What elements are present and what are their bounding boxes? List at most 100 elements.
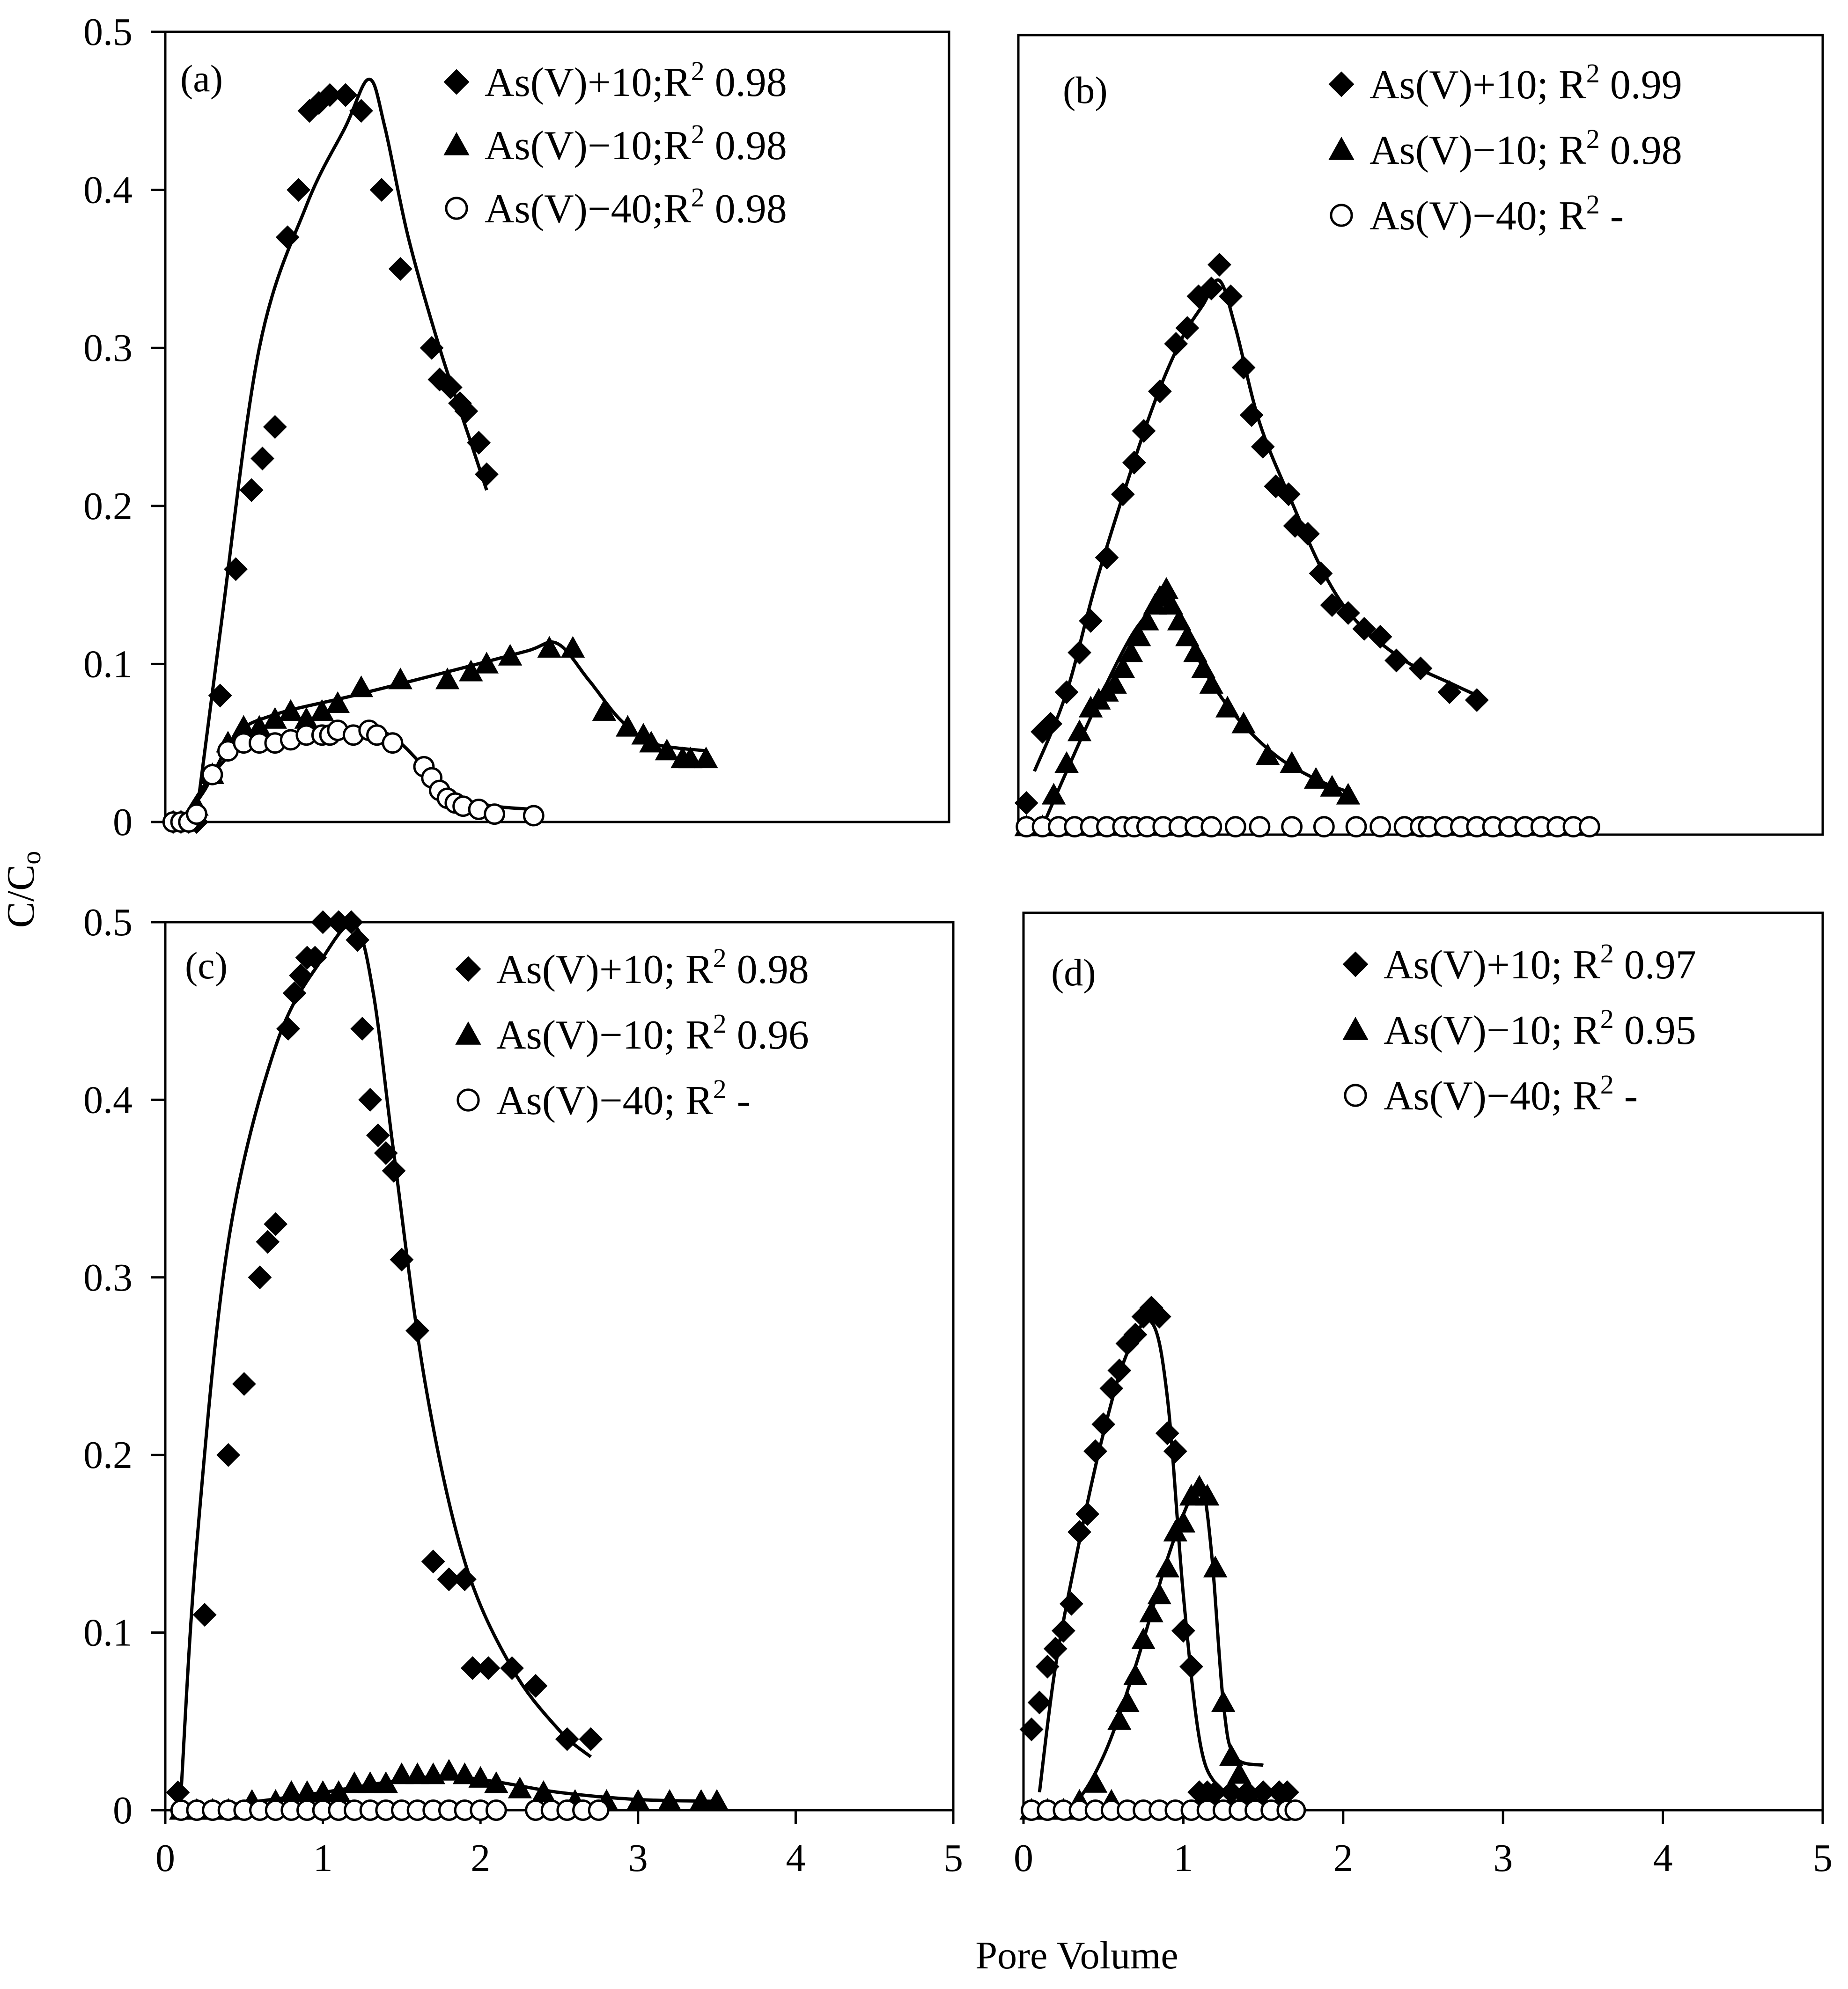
data-point: [1227, 1762, 1252, 1784]
data-point: [1107, 1708, 1132, 1730]
data-point: [1027, 1690, 1052, 1715]
data-point: [1107, 1358, 1132, 1383]
data-point: [1147, 1582, 1171, 1605]
data-point: [537, 636, 561, 658]
data-point: [1296, 521, 1320, 546]
fit-curve: [179, 923, 592, 1793]
legend-r2-value: 0.98: [727, 947, 809, 992]
data-point: [279, 699, 303, 721]
data-point: [1075, 1502, 1099, 1526]
legend-series-label: As(V)−10; R: [1369, 128, 1586, 173]
panel-label: (c): [185, 944, 228, 987]
legend-superscript: 2: [713, 1074, 727, 1104]
legend-entry: As(V)−40; R2 -: [496, 1074, 751, 1123]
legend-r2-value: -: [1600, 193, 1624, 239]
data-point: [1437, 680, 1462, 705]
data-point: [382, 732, 404, 754]
data-point: [256, 1230, 280, 1254]
data-point: [1199, 672, 1224, 694]
data-point: [303, 946, 327, 970]
data-point: [1103, 672, 1127, 694]
data-point: [1164, 332, 1188, 356]
panel-label: (d): [1051, 951, 1096, 994]
data-point: [1123, 1322, 1148, 1347]
x-tick-label: 5: [943, 1836, 963, 1880]
data-point: [1191, 656, 1215, 678]
data-point: [588, 1799, 610, 1821]
data-point: [1309, 561, 1333, 586]
data-point: [615, 715, 640, 737]
series-diamond: [1019, 1296, 1299, 1805]
data-point: [1041, 783, 1066, 805]
legend-marker: [1328, 136, 1355, 160]
y-tick-label: 0: [113, 1789, 133, 1832]
legend-entry: As(V)−10; R2 0.95: [1384, 1004, 1696, 1053]
y-tick-label: 0.4: [83, 1078, 133, 1122]
y-axis-title-subscript: o: [16, 851, 46, 865]
data-point: [1276, 482, 1301, 506]
series-diamond: [166, 910, 603, 1805]
data-point: [405, 1762, 430, 1784]
data-point: [1079, 609, 1103, 633]
data-point: [1303, 767, 1328, 789]
data-point: [346, 928, 370, 952]
data-point: [1043, 1637, 1068, 1661]
x-tick-label: 0: [155, 1836, 175, 1880]
legend-marker: [1344, 1084, 1367, 1107]
data-point: [1132, 419, 1156, 443]
data-point: [1284, 1799, 1306, 1821]
data-point: [1175, 624, 1200, 646]
legend-series-label: As(V)+10;R: [485, 60, 691, 105]
data-point: [1091, 1412, 1116, 1437]
data-point: [349, 99, 373, 123]
data-point: [289, 963, 313, 988]
data-point: [498, 644, 523, 666]
legend-r2-value: 0.95: [1614, 1008, 1696, 1053]
data-point: [523, 1674, 548, 1698]
data-point: [1139, 1600, 1163, 1622]
legend-marker: [455, 956, 481, 982]
data-point: [484, 803, 505, 825]
x-tick-label: 3: [1493, 1836, 1513, 1880]
y-tick-label: 0.3: [83, 1256, 133, 1299]
data-point: [1175, 316, 1200, 340]
data-point: [349, 675, 374, 697]
series-circle: [170, 1799, 610, 1821]
data-point: [678, 746, 703, 769]
data-point: [1183, 640, 1207, 662]
y-tick-label: 0.1: [83, 642, 133, 686]
data-point: [1195, 1483, 1220, 1506]
data-point: [248, 1265, 272, 1290]
x-axis-title: Pore Volume: [975, 1934, 1178, 1977]
data-point: [1369, 816, 1392, 837]
data-point: [1155, 1556, 1179, 1578]
data-point: [555, 1727, 579, 1751]
data-point: [655, 739, 679, 761]
data-point: [239, 478, 264, 502]
x-tick-label: 0: [1014, 1836, 1033, 1880]
data-point: [358, 1771, 383, 1793]
data-point: [1054, 680, 1079, 705]
legend-superscript: 2: [1586, 189, 1600, 220]
legend-r2-value: 0.96: [727, 1013, 809, 1058]
data-point: [531, 1780, 556, 1802]
data-point: [201, 763, 223, 785]
legend-entry: As(V)−40; R2 -: [1384, 1069, 1638, 1119]
data-point: [1083, 1439, 1108, 1463]
legend-r2-value: 0.98: [1600, 128, 1682, 173]
data-point: [1099, 1376, 1124, 1401]
data-point: [1147, 1305, 1171, 1329]
data-point: [1219, 1744, 1244, 1766]
data-point: [369, 178, 394, 202]
data-point: [1135, 609, 1159, 631]
panel-label: (b): [1063, 69, 1108, 111]
data-point: [454, 399, 479, 423]
data-point: [1313, 816, 1335, 837]
data-point: [468, 1766, 493, 1788]
data-point: [366, 1123, 390, 1147]
data-point: [1159, 593, 1184, 615]
data-point: [1280, 751, 1304, 773]
